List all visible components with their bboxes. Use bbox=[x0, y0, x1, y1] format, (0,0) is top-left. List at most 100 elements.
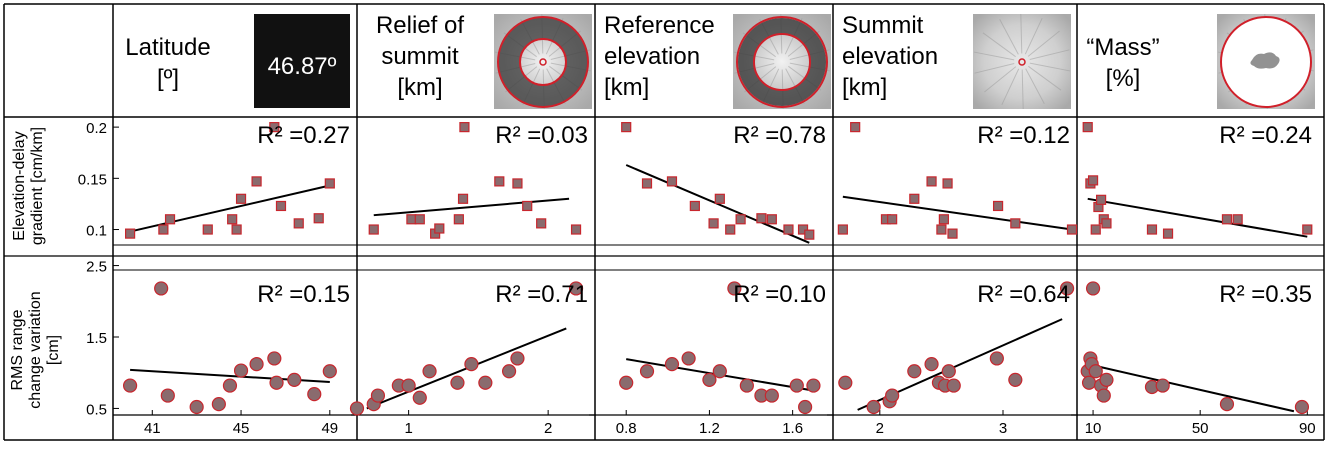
data-point bbox=[370, 388, 386, 403]
summit-inset-ridge bbox=[984, 66, 1017, 93]
data-point bbox=[412, 390, 427, 405]
header-title-line: Latitude bbox=[125, 34, 210, 61]
data-point bbox=[233, 363, 249, 378]
data-point bbox=[989, 351, 1004, 366]
header-title-line: [km] bbox=[604, 74, 649, 101]
header-title-line: Summit bbox=[842, 12, 924, 39]
data-point bbox=[887, 214, 898, 225]
data-point bbox=[837, 224, 848, 235]
data-point bbox=[664, 357, 680, 372]
data-point bbox=[639, 364, 655, 379]
data-point bbox=[666, 176, 678, 187]
data-point bbox=[619, 375, 634, 390]
r2-label: R² =0.10 bbox=[733, 281, 826, 308]
data-point bbox=[457, 193, 469, 204]
scatter-panel-bottom-0: 0.5 1.5 2.5 41 45 49 R² =0.15 bbox=[86, 259, 1324, 437]
data-point bbox=[1088, 364, 1103, 379]
row-label-line: Elevation-delay bbox=[11, 131, 28, 240]
data-point bbox=[322, 364, 337, 379]
summit-inset-ridge bbox=[973, 51, 1015, 61]
relief-outer-circle bbox=[497, 16, 589, 108]
data-point bbox=[251, 176, 262, 187]
data-point bbox=[1099, 372, 1114, 387]
data-point bbox=[806, 378, 821, 393]
scatter-panel-top-4: R² =0.24 bbox=[1082, 122, 1313, 239]
summit-inset-ridge bbox=[1028, 65, 1062, 91]
data-point bbox=[459, 122, 470, 133]
r2-label: R² =0.64 bbox=[977, 281, 1070, 308]
y-tick-label: 0.1 bbox=[86, 223, 107, 240]
data-point bbox=[1221, 214, 1233, 225]
row-label-line: change variation bbox=[27, 291, 44, 408]
fit-line bbox=[1087, 363, 1295, 413]
x-tick-label: 50 bbox=[1192, 420, 1209, 437]
data-point bbox=[783, 224, 794, 235]
data-point bbox=[293, 218, 304, 229]
data-point bbox=[621, 122, 632, 133]
x-tick-label: 1.2 bbox=[699, 420, 720, 437]
x-tick-label: 3 bbox=[999, 420, 1007, 437]
r2-label: R² =0.27 bbox=[257, 122, 350, 149]
summit-inset-ridge bbox=[974, 62, 1015, 74]
data-point bbox=[1090, 224, 1101, 235]
y-tick-label: 2.5 bbox=[86, 259, 107, 276]
data-point bbox=[422, 364, 437, 379]
header-title-line: Relief of bbox=[376, 12, 464, 39]
data-point bbox=[739, 378, 754, 393]
scatter-panels: 0.1 0.15 0.2 R² =0.27 R² =0.03 R² =0.78 R² =0.… bbox=[78, 120, 1324, 437]
data-point bbox=[464, 357, 479, 372]
data-point bbox=[368, 224, 379, 235]
summit-inset-ridge bbox=[1020, 14, 1023, 54]
data-point bbox=[789, 378, 804, 393]
data-point bbox=[1010, 218, 1021, 229]
header-title-line: “Mass” bbox=[1086, 34, 1159, 61]
data-point bbox=[909, 193, 920, 204]
relief-inner-circle bbox=[519, 38, 567, 86]
header-title-line: [km] bbox=[842, 74, 887, 101]
y-tick-label: 0.15 bbox=[78, 171, 107, 188]
scatter-panel-top-1: R² =0.03 bbox=[368, 122, 588, 239]
x-tick-label: 1.6 bbox=[782, 420, 803, 437]
summit-inset-ridge bbox=[1029, 62, 1071, 72]
header-title-line: [º] bbox=[157, 65, 179, 92]
data-point bbox=[946, 378, 961, 393]
data-point bbox=[798, 399, 813, 415]
data-point bbox=[947, 228, 958, 239]
relief-inset bbox=[494, 14, 592, 109]
x-tick-label: 90 bbox=[1299, 420, 1316, 437]
data-point bbox=[267, 351, 282, 366]
data-point bbox=[1087, 175, 1099, 186]
data-point bbox=[756, 213, 767, 224]
data-point bbox=[414, 214, 425, 225]
data-point bbox=[501, 364, 517, 379]
row-label-line: [cm] bbox=[45, 335, 62, 365]
x-tick-label: 45 bbox=[233, 420, 250, 437]
summit-inset-ridge bbox=[1024, 18, 1043, 55]
data-point bbox=[287, 372, 302, 387]
header-title-line: Reference bbox=[604, 12, 715, 39]
data-point bbox=[307, 387, 322, 402]
data-point bbox=[124, 228, 136, 239]
data-point bbox=[568, 281, 584, 296]
data-point bbox=[850, 122, 861, 133]
data-point bbox=[158, 224, 169, 235]
data-point bbox=[1081, 375, 1097, 390]
data-point bbox=[1008, 372, 1023, 387]
data-point bbox=[231, 224, 242, 235]
fit-line bbox=[129, 184, 331, 233]
scatter-panel-top-0: 0.1 0.15 0.2 R² =0.27 bbox=[78, 120, 1324, 246]
r2-label: R² =0.35 bbox=[1219, 281, 1312, 308]
data-point bbox=[689, 200, 700, 212]
header-title-line: [km] bbox=[397, 74, 442, 101]
summit-inset bbox=[973, 14, 1071, 109]
reference-annulus-shade bbox=[738, 18, 826, 106]
r2-label: R² =0.78 bbox=[733, 122, 826, 149]
y-tick-label: 0.5 bbox=[86, 401, 107, 418]
data-point bbox=[324, 178, 335, 189]
y-tick-label: 1.5 bbox=[86, 330, 107, 347]
reference-inset bbox=[733, 14, 831, 109]
latitude-inset: 46.87º bbox=[254, 14, 350, 108]
data-point bbox=[714, 193, 725, 204]
latitude-inset-box bbox=[254, 14, 350, 108]
summit-inset-bg bbox=[973, 14, 1071, 109]
